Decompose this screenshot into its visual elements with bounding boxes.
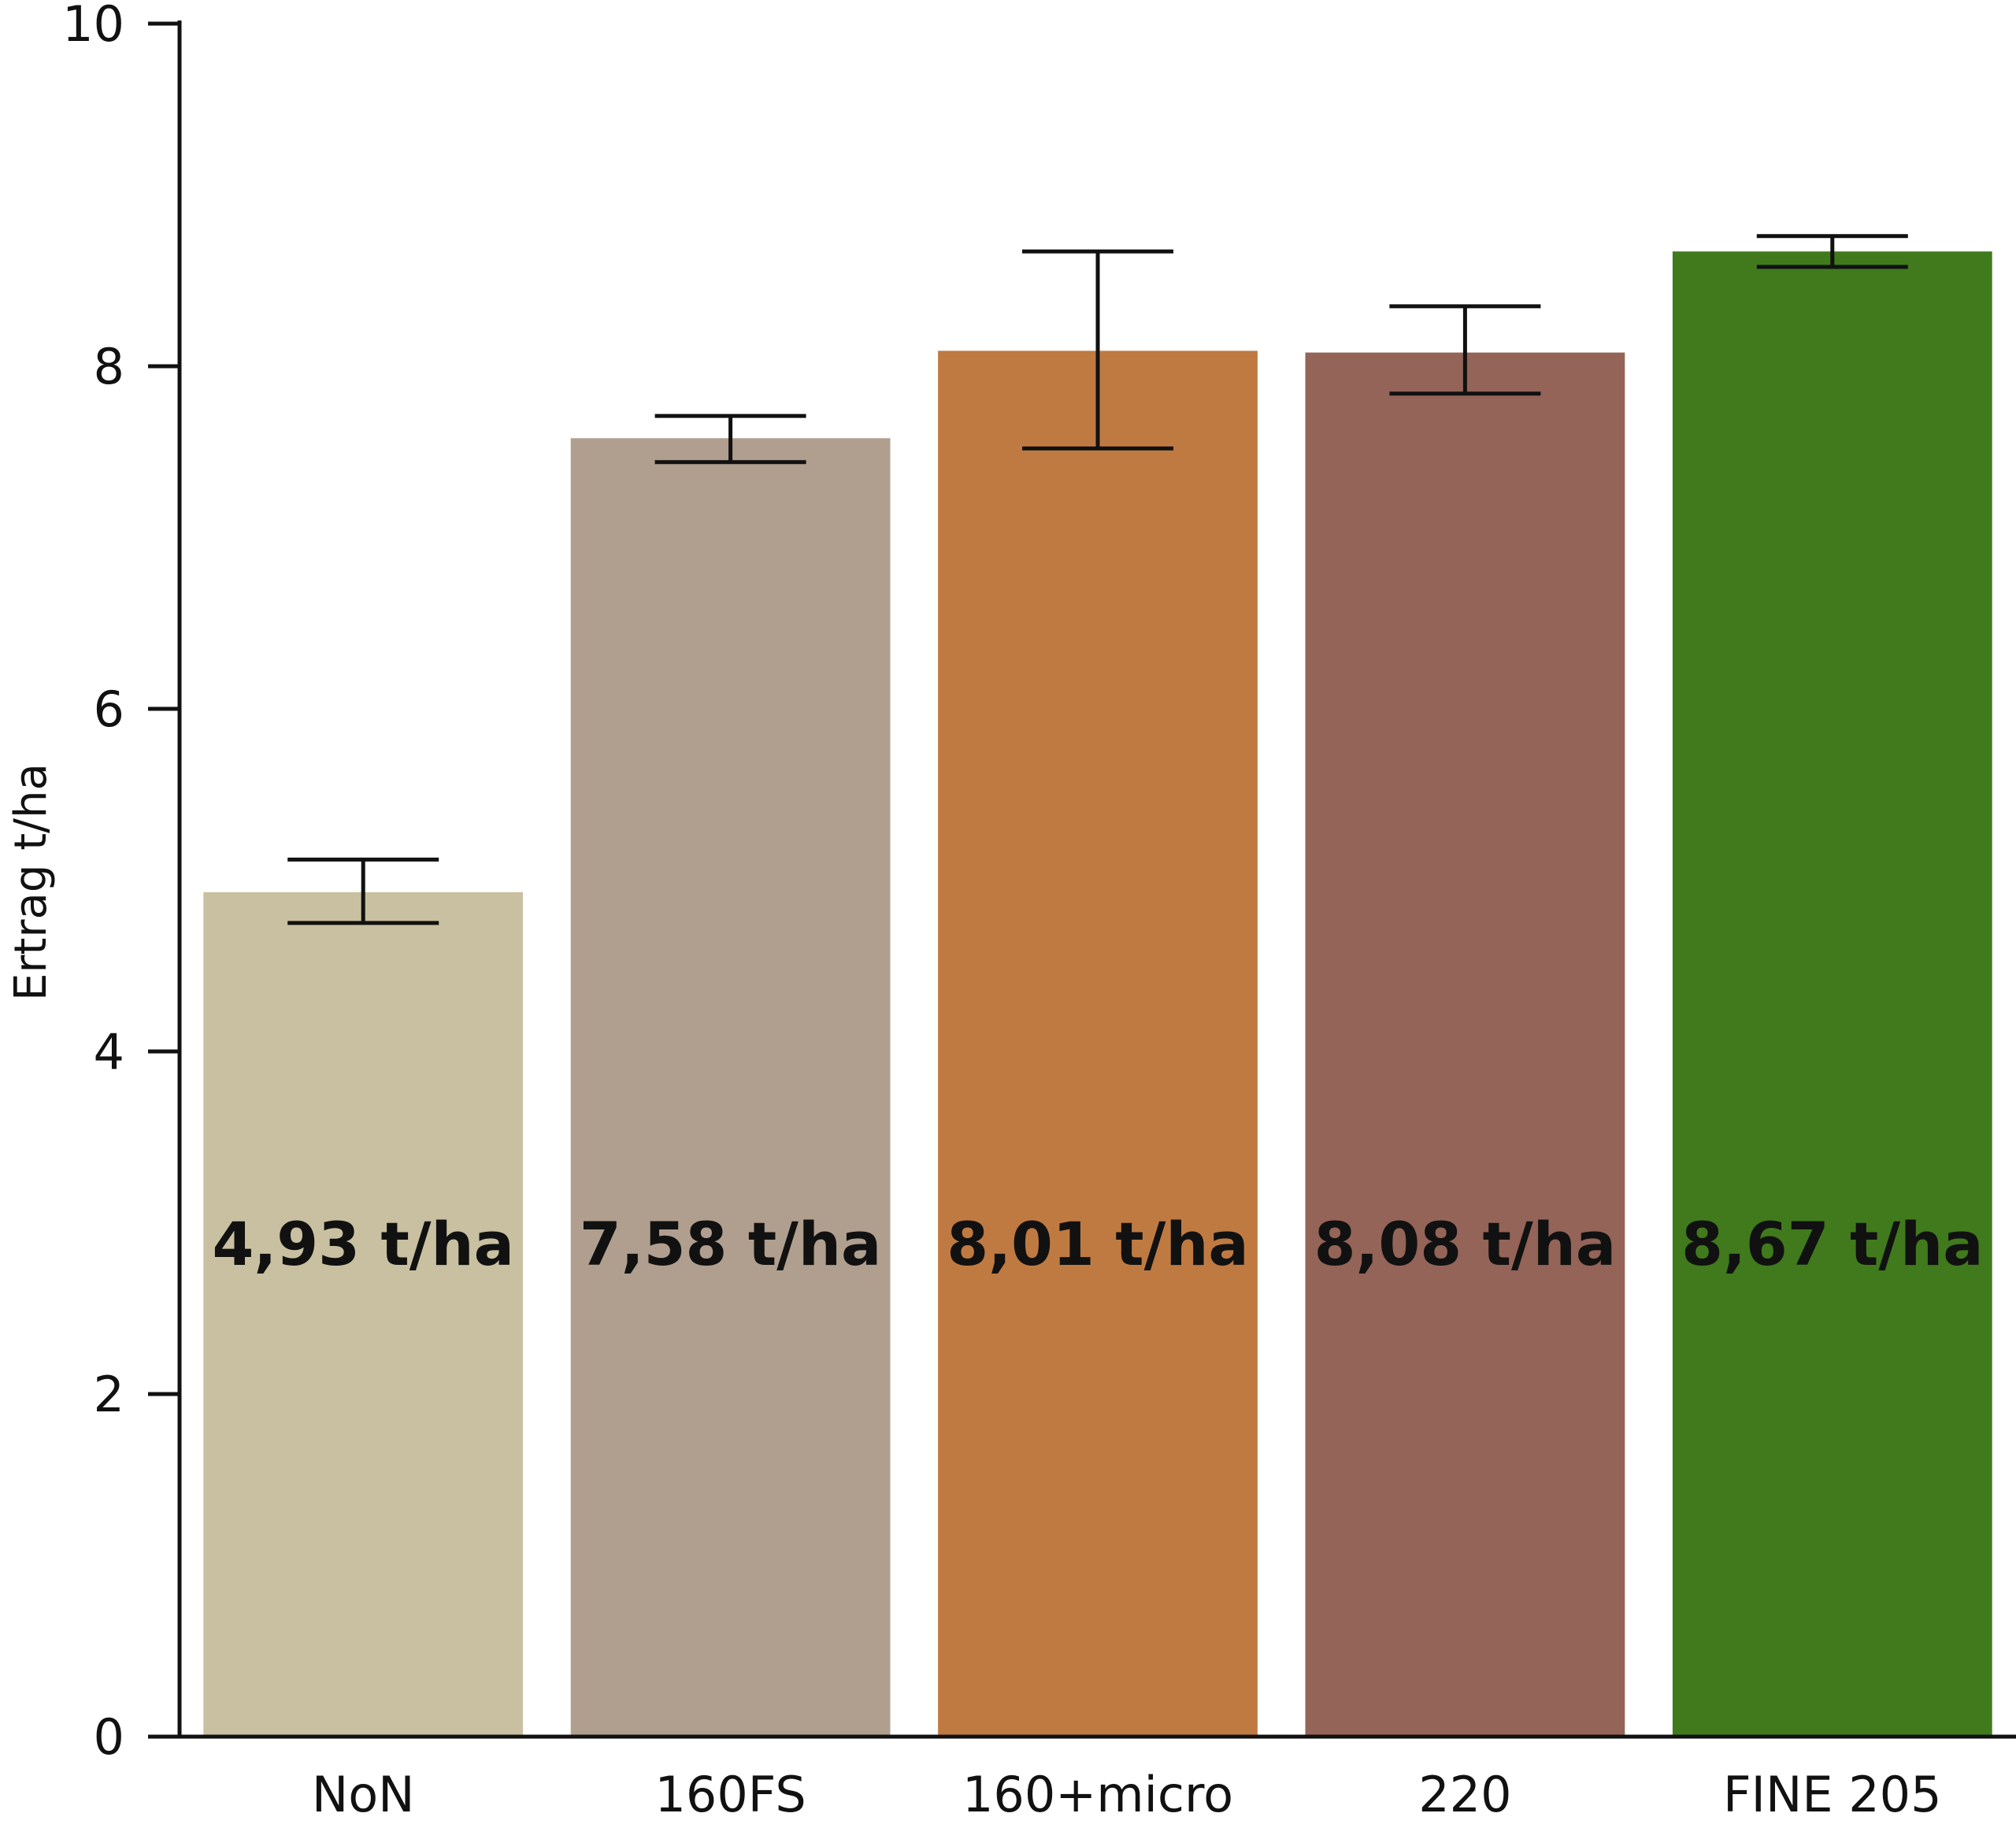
data-label-0: 4,93 t/ha	[212, 1209, 513, 1279]
y-tick-label: 4	[94, 1023, 124, 1081]
data-label-3: 8,08 t/ha	[1314, 1209, 1616, 1279]
bar-1	[570, 438, 891, 1737]
axes: NoN 160FS 160+micro 220 FINE 205 0 2 4 6 8 10	[62, 0, 2016, 1823]
error-bar-1	[654, 413, 806, 465]
y-tick-label: 0	[94, 1708, 124, 1766]
data-label-1: 7,58 t/ha	[580, 1209, 881, 1279]
data-labels: 4,93 t/ha 7,58 t/ha 8,01 t/ha 8,08 t/ha 8,67…	[212, 1209, 1983, 1279]
error-bars	[287, 234, 1908, 925]
x-tick-label: NoN	[312, 1766, 415, 1823]
y-tick-label: 8	[94, 338, 124, 395]
x-tick-label: 160+micro	[962, 1766, 1233, 1823]
x-tick-label: 220	[1418, 1766, 1511, 1823]
bar-4	[1672, 251, 1992, 1737]
error-bar-4	[1756, 234, 1908, 269]
data-label-2: 8,01 t/ha	[947, 1209, 1248, 1279]
x-tick-label: FINE 205	[1723, 1766, 1942, 1823]
bar-0	[203, 892, 524, 1737]
y-tick-label: 6	[94, 680, 124, 738]
x-tick-label: 160FS	[654, 1766, 806, 1823]
error-bar-0	[287, 857, 439, 925]
bar-3	[1305, 352, 1625, 1737]
bar-2	[938, 350, 1258, 1737]
error-bar-3	[1389, 304, 1541, 396]
y-tick-label: 2	[94, 1366, 124, 1423]
bars	[203, 251, 1992, 1737]
data-label-4: 8,67 t/ha	[1681, 1209, 1983, 1279]
y-tick-label: 10	[62, 0, 124, 53]
error-bar-2	[1022, 249, 1173, 451]
y-axis-label: Ertrag t/ha	[6, 763, 57, 1001]
